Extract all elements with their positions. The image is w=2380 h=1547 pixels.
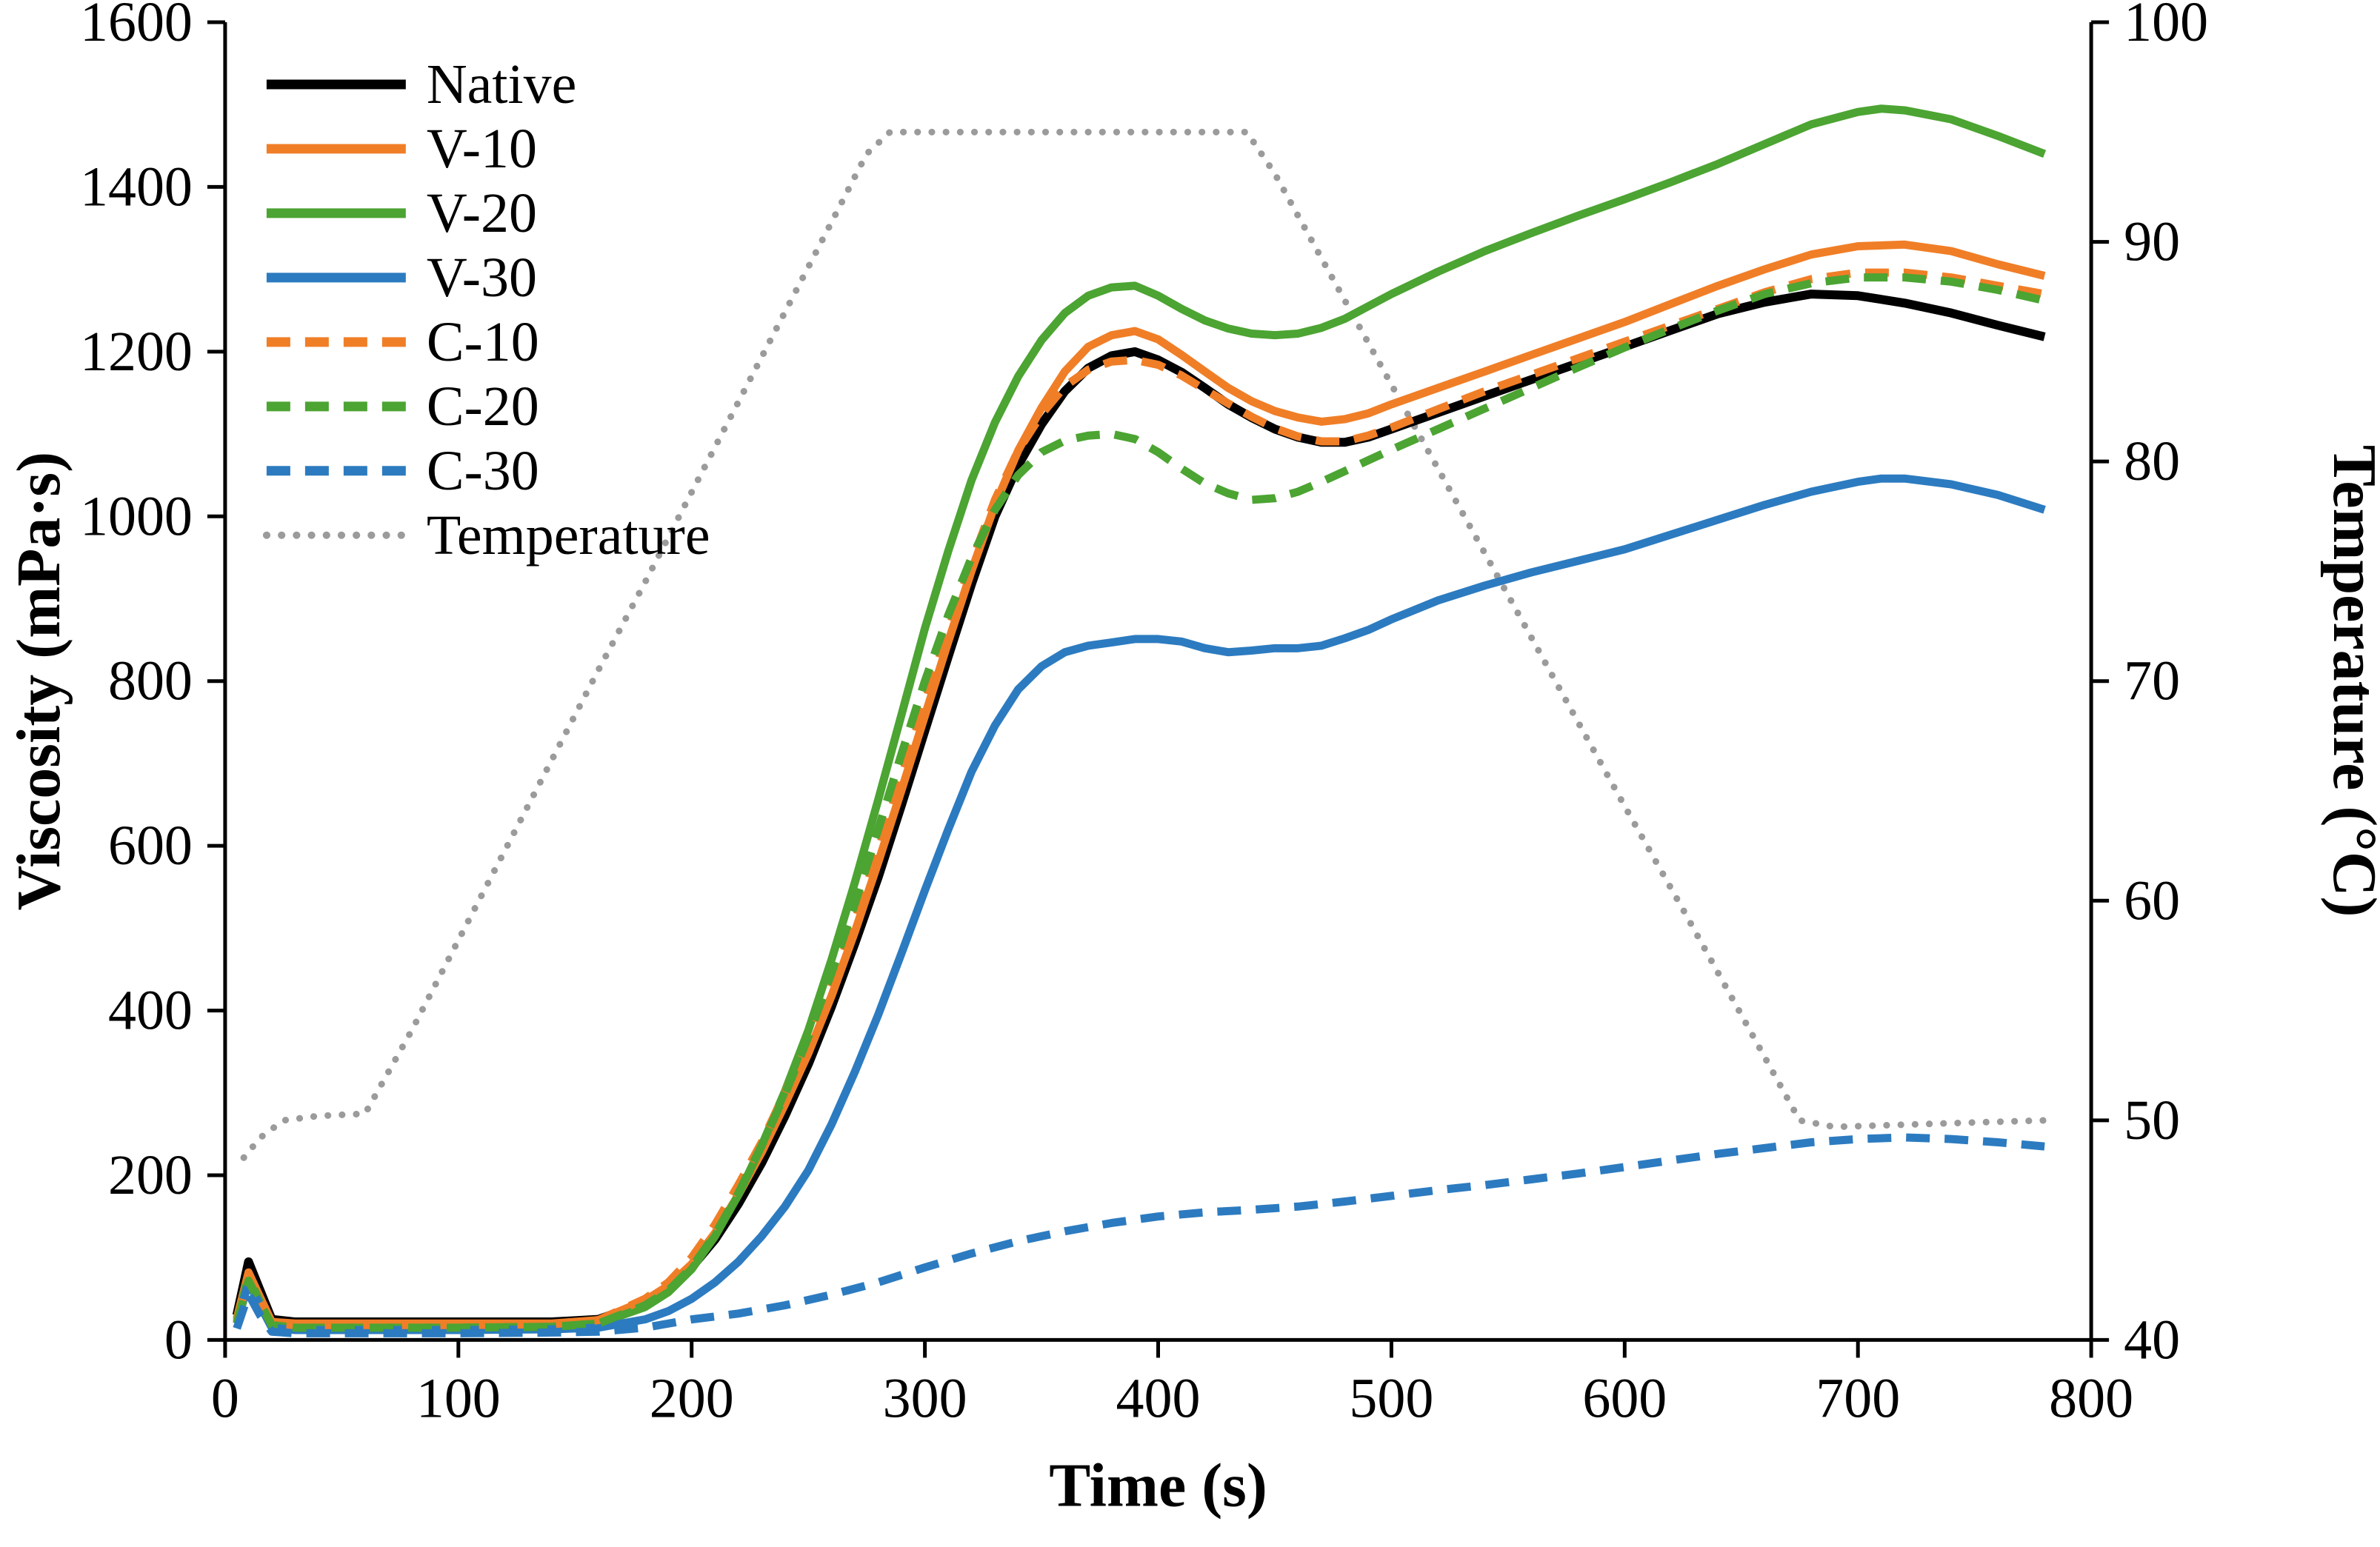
x-axis-title: Time (s): [1049, 1451, 1267, 1520]
y-left-tick-label: 1200: [80, 321, 193, 383]
x-tick-label: 100: [416, 1367, 501, 1429]
y-axis-left-title: Viscosity (mPa·s): [4, 452, 73, 911]
y-left-tick-label: 1000: [80, 485, 193, 547]
x-tick-label: 300: [883, 1367, 967, 1429]
legend-label-native: Native: [427, 53, 577, 116]
series-line-c-10: [233, 268, 2046, 1329]
x-tick-label: 800: [2049, 1367, 2133, 1429]
legend-label-temperature: Temperature: [427, 504, 710, 567]
y-right-tick-label: 70: [2124, 650, 2180, 712]
legend-label-v-30: V-30: [427, 247, 537, 309]
y-axis-right-title: Temperature (°C): [2320, 445, 2380, 918]
y-right-tick-label: 80: [2124, 430, 2180, 492]
y-left-tick-label: 0: [164, 1309, 193, 1371]
x-tick-label: 0: [211, 1367, 239, 1429]
x-tick-label: 600: [1582, 1367, 1667, 1429]
legend-label-c-20: C-20: [427, 375, 539, 438]
y-left-tick-label: 200: [108, 1144, 193, 1206]
series-line-v-30: [233, 474, 2046, 1334]
legend-label-c-10: C-10: [427, 311, 539, 373]
y-left-tick-label: 400: [108, 980, 193, 1042]
series-line-c-30: [233, 1133, 2045, 1337]
y-left-tick-label: 600: [108, 815, 193, 877]
x-tick-label: 700: [1816, 1367, 1900, 1429]
x-tick-label: 400: [1116, 1367, 1201, 1429]
x-tick-label: 500: [1349, 1367, 1433, 1429]
legend-label-c-30: C-30: [427, 440, 539, 502]
series-line-temperature: [240, 128, 2048, 1161]
y-left-tick-label: 1400: [80, 156, 193, 218]
y-right-tick-label: 60: [2124, 869, 2180, 932]
legend-label-v-10: V-10: [427, 118, 537, 180]
series-line-c-20: [233, 273, 2046, 1332]
y-left-tick-label: 1600: [80, 0, 193, 53]
y-left-tick-label: 800: [108, 650, 193, 712]
y-right-tick-label: 50: [2124, 1089, 2180, 1152]
y-right-tick-label: 100: [2124, 0, 2208, 53]
x-tick-label: 200: [650, 1367, 734, 1429]
y-right-tick-label: 90: [2124, 211, 2180, 273]
legend-label-v-20: V-20: [427, 182, 537, 244]
y-right-tick-label: 40: [2124, 1309, 2180, 1371]
legend: NativeV-10V-20V-30C-10C-20C-30Temperatur…: [262, 53, 710, 567]
